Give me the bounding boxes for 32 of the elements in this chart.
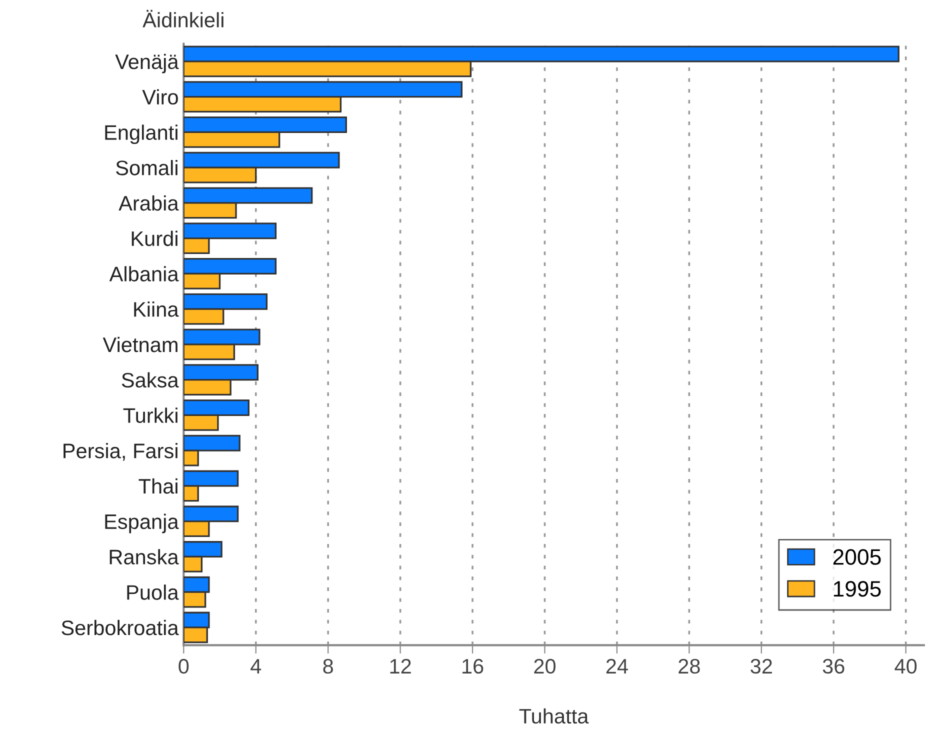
y-tick-label: Kurdi	[132, 230, 178, 246]
x-tick-label: 16	[462, 658, 484, 674]
x-tick-label: 32	[750, 658, 772, 674]
x-tick-label: 20	[534, 658, 556, 674]
x-tick-label: 4	[250, 659, 262, 674]
legend-label: 2005	[833, 549, 881, 565]
x-tick-label: 8	[323, 658, 333, 674]
y-tick-label: Venäjä	[115, 54, 179, 74]
x-tick-label: 12	[390, 658, 411, 674]
x-tick-label: 24	[606, 658, 628, 674]
x-tick-label: 40	[894, 658, 917, 674]
y-tick-label: Puola	[127, 584, 179, 600]
x-tick-label: 28	[678, 658, 700, 674]
y-tick-label: Englanti	[105, 124, 178, 144]
y-tick-label: Turkki	[123, 408, 178, 423]
y-tick-label: Viro	[142, 89, 178, 105]
y-tick-label: Persia, Farsi	[64, 443, 178, 461]
y-tick-label: Somali	[116, 160, 178, 176]
y-tick-label: Ranska	[110, 549, 179, 564]
chart-title: Äidinkieli	[142, 10, 224, 28]
x-tick-label: 0	[178, 658, 189, 674]
y-tick-label: Thai	[138, 478, 178, 494]
legend-label: 1995	[834, 580, 881, 597]
y-tick-label: Serbokroatia	[62, 620, 179, 636]
y-tick-label: Arabia	[118, 195, 179, 211]
y-tick-label: Vietnam	[102, 336, 178, 352]
y-tick-label: Albania	[109, 266, 179, 282]
y-tick-label: Saksa	[122, 372, 179, 388]
y-tick-label: Espanja	[105, 514, 179, 534]
x-tick-label: 36	[822, 658, 844, 674]
x-axis-title: Tuhatta	[519, 708, 589, 724]
y-tick-label: Kiina	[134, 302, 179, 317]
